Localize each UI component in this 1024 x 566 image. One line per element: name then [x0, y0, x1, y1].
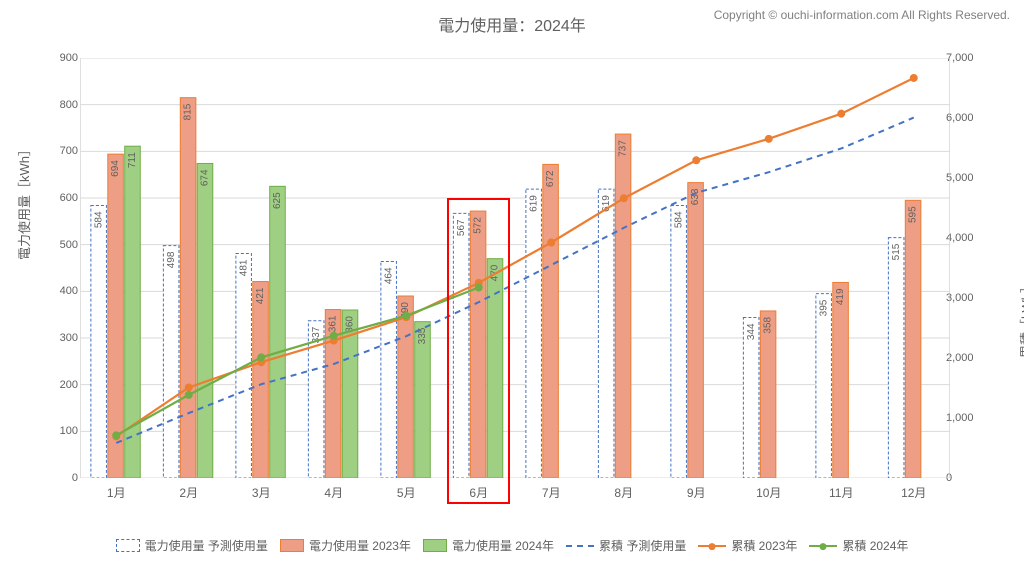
- svg-text:361: 361: [328, 315, 339, 332]
- x-tick: 1月: [107, 484, 126, 501]
- y-axis-left-label: 電力使用量［kWh］: [14, 143, 33, 260]
- svg-text:395: 395: [818, 299, 829, 316]
- x-tick: 9月: [687, 484, 706, 501]
- legend-swatch: [116, 539, 140, 552]
- copyright-text: Copyright © ouchi-information.com All Ri…: [714, 8, 1010, 22]
- legend-label: 電力使用量 2023年: [309, 537, 411, 554]
- legend-item: 電力使用量 2024年: [423, 537, 554, 554]
- x-tick: 6月: [469, 484, 488, 501]
- x-tick: 12月: [901, 484, 926, 501]
- svg-text:633: 633: [690, 188, 701, 205]
- y-tick-left: 300: [38, 332, 78, 344]
- svg-text:498: 498: [166, 251, 177, 268]
- y-ticks-left: 0100200300400500600700800900: [38, 58, 78, 478]
- highlight-box: [447, 198, 510, 504]
- legend-swatch: [280, 539, 304, 552]
- svg-text:595: 595: [908, 206, 919, 223]
- x-tick: 3月: [252, 484, 271, 501]
- svg-text:464: 464: [383, 267, 394, 284]
- svg-text:421: 421: [255, 287, 266, 304]
- y-axis-right-label: 累積［kWh］: [1016, 280, 1024, 358]
- legend-line: [809, 545, 837, 547]
- y-tick-left: 500: [38, 239, 78, 251]
- svg-text:625: 625: [272, 192, 283, 209]
- y-tick-left: 400: [38, 285, 78, 297]
- y-tick-left: 900: [38, 52, 78, 64]
- svg-text:672: 672: [545, 170, 556, 187]
- legend-line: [698, 545, 726, 547]
- x-tick: 4月: [324, 484, 343, 501]
- legend-item: 電力使用量 予測使用量: [116, 537, 268, 554]
- svg-text:481: 481: [238, 259, 249, 276]
- legend-label: 累積 予測使用量: [599, 537, 686, 554]
- y-tick-left: 800: [38, 99, 78, 111]
- y-tick-right: 2,000: [946, 352, 992, 364]
- y-tick-right: 1,000: [946, 412, 992, 424]
- legend-item: 累積 予測使用量: [566, 537, 686, 554]
- y-tick-right: 5,000: [946, 172, 992, 184]
- svg-text:358: 358: [763, 316, 774, 333]
- x-tick: 5月: [397, 484, 416, 501]
- y-tick-left: 700: [38, 145, 78, 157]
- legend-label: 電力使用量 2024年: [452, 537, 554, 554]
- x-tick: 8月: [614, 484, 633, 501]
- legend-item: 累積 2023年: [698, 537, 797, 554]
- legend-line: [566, 545, 594, 547]
- svg-text:619: 619: [528, 195, 539, 212]
- svg-text:815: 815: [183, 103, 194, 120]
- svg-text:711: 711: [127, 152, 138, 168]
- y-tick-right: 0: [946, 472, 992, 484]
- x-ticks: 1月 2月 3月 4月 5月 6月 7月 8月 9月 10月 11月 12月: [80, 484, 950, 504]
- svg-text:584: 584: [93, 211, 104, 228]
- svg-text:344: 344: [746, 323, 757, 340]
- svg-text:737: 737: [618, 140, 629, 157]
- legend-item: 電力使用量 2023年: [280, 537, 411, 554]
- y-tick-right: 4,000: [946, 232, 992, 244]
- x-tick: 11月: [829, 484, 853, 501]
- svg-text:419: 419: [835, 288, 846, 305]
- y-tick-left: 100: [38, 425, 78, 437]
- y-tick-left: 600: [38, 192, 78, 204]
- legend-swatch: [423, 539, 447, 552]
- legend-label: 電力使用量 予測使用量: [145, 537, 268, 554]
- x-tick: 2月: [179, 484, 198, 501]
- y-tick-left: 200: [38, 379, 78, 391]
- svg-text:674: 674: [200, 169, 211, 186]
- y-ticks-right: 01,0002,0003,0004,0005,0006,0007,000: [946, 58, 992, 478]
- svg-text:584: 584: [673, 211, 684, 228]
- x-tick: 10月: [756, 484, 781, 501]
- legend-item: 累積 2024年: [809, 537, 908, 554]
- chart-plot-area: 5844984813374645676196195843443955156948…: [80, 58, 950, 478]
- svg-text:515: 515: [891, 243, 902, 260]
- y-tick-right: 3,000: [946, 292, 992, 304]
- legend-label: 累積 2024年: [842, 537, 908, 554]
- chart-svg: 5844984813374645676196195843443955156948…: [80, 58, 950, 478]
- y-tick-left: 0: [38, 472, 78, 484]
- y-tick-right: 7,000: [946, 52, 992, 64]
- chart-legend: 電力使用量 予測使用量 電力使用量 2023年 電力使用量 2024年 累積 予測使用…: [0, 537, 1024, 554]
- x-tick: 7月: [542, 484, 561, 501]
- y-tick-right: 6,000: [946, 112, 992, 124]
- svg-text:694: 694: [110, 160, 121, 177]
- legend-label: 累積 2023年: [731, 537, 797, 554]
